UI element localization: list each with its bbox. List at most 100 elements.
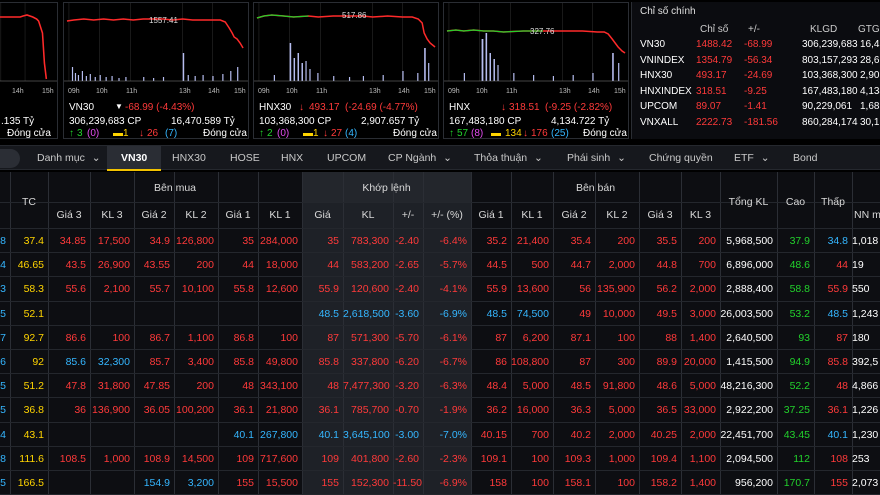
quote-cell: 500 [531, 259, 549, 272]
header-sub-col: KL 3 [689, 209, 712, 221]
quote-cell: 17,500 [97, 235, 130, 247]
ceiling-count: 0 [90, 128, 96, 139]
tab-phái-sinh[interactable]: Phái sinh ⌄ [567, 152, 626, 164]
index-panel-partial[interactable]: 14h 15h .135 Tỷ Đóng cửa [0, 2, 58, 139]
tab-hnx[interactable]: HNX [281, 152, 303, 164]
quote-cell: 2,100 [103, 283, 130, 296]
tab-label: HOSE [230, 152, 260, 164]
row-divider [0, 276, 880, 278]
symbol-cell: 5 [0, 380, 6, 393]
table-row[interactable]: 4 46.65 43.5 26,900 43.55 200 44 18,000 44 583,20… [0, 253, 880, 277]
table-row[interactable]: 6 92 85.6 32,300 85.7 3,400 85.8 49,800 85.8 337,… [0, 350, 880, 374]
value-label: 2,907.657 Tỷ [361, 116, 420, 127]
quote-cell: 343,100 [260, 380, 298, 393]
time-axis: 09h 10h 11h 13h 14h 15h [258, 88, 436, 95]
quote-cell [90, 471, 134, 495]
quote-cell: -2.40 [395, 235, 419, 247]
quote-cell: 35 [242, 235, 254, 247]
quote-cell: 43.55 [143, 259, 170, 272]
quote-cell [258, 302, 302, 326]
index-gt: 2,907 [860, 70, 880, 81]
tab-danh-mục[interactable]: Danh mục ⌄ [37, 152, 101, 164]
quote-cell: 55.8 [233, 283, 254, 296]
header-sub-col: KL 1 [269, 209, 291, 221]
header-sub-col: KL 2 [185, 209, 207, 221]
column-divider [720, 172, 721, 495]
tab-label: Chứng quyền [649, 152, 713, 164]
header-sub-col: +/- (%) [431, 209, 463, 221]
index-change: -68.99 (-4.43%) [125, 102, 195, 113]
tab-hnx30[interactable]: HNX30 [172, 152, 206, 164]
index-change: -1.41 [744, 101, 767, 112]
quote-cell: 14,500 [181, 452, 214, 465]
tab-etf[interactable]: ETF ⌄ [734, 152, 770, 164]
table-row[interactable]: 8 111.6 108.5 1,000 108.9 14,500 109 717,600 109… [0, 447, 880, 471]
low-cell: 55.9 [827, 283, 848, 296]
foreign-buy-cell: 253 [852, 452, 870, 465]
total-volume-cell: 1,415,500 [726, 356, 773, 368]
down-arrow-icon: ↓ [501, 102, 506, 113]
tab-upcom[interactable]: UPCOM [327, 152, 366, 164]
quote-cell: 55.9 [486, 283, 507, 296]
index-name: HNX30 [640, 70, 673, 81]
index-panel-vn30[interactable]: 1557.41 09h 10h 11h 13h 14h 15h VN30 ▼ -68.… [63, 2, 249, 139]
quote-cell: -7.0% [439, 428, 467, 441]
high-cell: 58.8 [789, 283, 810, 296]
quote-cell: 86.8 [233, 331, 254, 344]
row-divider [0, 202, 880, 203]
quote-cell: 56 [579, 283, 591, 296]
quote-cell: 785,700 [351, 404, 389, 417]
quote-cell: 48.5 [318, 307, 339, 320]
column-divider [639, 172, 640, 495]
index-name: HNX [449, 102, 471, 113]
quote-cell: 1,100 [689, 452, 716, 465]
quote-cell: 35.4 [570, 235, 591, 247]
header-sub-col: Giá [314, 209, 331, 221]
table-row[interactable]: 8 37.4 34.85 17,500 34.9 126,800 35 284,000 35 78… [0, 229, 880, 253]
high-cell: 93 [798, 331, 810, 344]
tab-label: Bond [793, 152, 818, 164]
index-value: 1354.79 [696, 54, 733, 66]
status-label: Đóng cửa [203, 128, 247, 139]
quote-cell: 85.8 [318, 356, 339, 368]
index-value: 318.51 [696, 85, 727, 97]
row-divider [0, 373, 880, 375]
search-toggle[interactable] [0, 149, 20, 168]
low-cell: 48.5 [827, 307, 848, 320]
quote-cell: 33,000 [683, 404, 716, 417]
quote-cell: 100 [617, 477, 635, 489]
tab-thỏa-thuận[interactable]: Thỏa thuận ⌄ [474, 152, 543, 164]
table-row[interactable]: 5 166.5 154.9 3,200 155 15,500 155 152,300 -11.5… [0, 471, 880, 495]
table-row[interactable]: 5 51.2 47.8 31,800 47.85 200 48 343,100 48 7,477,… [0, 374, 880, 398]
quote-cell: -2.60 [395, 452, 419, 465]
tab-bond[interactable]: Bond [793, 152, 818, 164]
table-row[interactable]: 5 52.1 48.5 2,618,500 -3.60 -6.9% 48.5 74,500 49… [0, 302, 880, 326]
total-volume-cell: 5,968,500 [726, 235, 773, 247]
decliners-icon: ↓ [523, 128, 528, 139]
index-gt: 1,686 [860, 101, 880, 112]
table-row[interactable]: 3 58.3 55.6 2,100 55.7 10,100 55.8 12,600 55.9 12… [0, 277, 880, 301]
table-row[interactable]: 5 36.8 36 136,900 36.05 100,200 36.1 21,800 36.1… [0, 398, 880, 422]
tab-cp-ngành[interactable]: CP Ngành ⌄ [388, 152, 452, 164]
index-row-upcom[interactable]: UPCOM 89.07 -1.41 90,229,061 1,686 [632, 101, 880, 116]
quote-cell: 267,800 [260, 428, 298, 441]
table-row[interactable]: 4 43.1 40.1 267,800 40.1 3,645,100 -3.00 -7.0% 4… [0, 423, 880, 447]
tab-hose[interactable]: HOSE [230, 152, 260, 164]
total-volume-cell: 2,922,200 [726, 404, 773, 417]
foreign-buy-cell: 1,226 [852, 404, 879, 417]
chevron-down-icon[interactable]: ▼ [115, 102, 123, 111]
quote-cell: 85.6 [65, 356, 86, 368]
advancers-count: 2 [267, 128, 273, 139]
quote-cell: -6.1% [439, 331, 467, 344]
index-panel-hnx30[interactable]: 517.86 09h 10h 11h 13h 14h 15h HNX30 ↓ 493.… [253, 2, 439, 139]
table-row[interactable]: 7 92.7 86.6 100 86.7 1,100 86.8 100 87 571,300 -5.… [0, 326, 880, 350]
index-panel-hnx[interactable]: 327.76 09h 10h 11h 13h 14h 15h HNX ↓ 318.51… [443, 2, 629, 139]
tab-vn30[interactable]: VN30 [121, 152, 147, 164]
tab-chứng-quyền[interactable]: Chứng quyền [649, 152, 713, 164]
tab-label: UPCOM [327, 152, 367, 164]
